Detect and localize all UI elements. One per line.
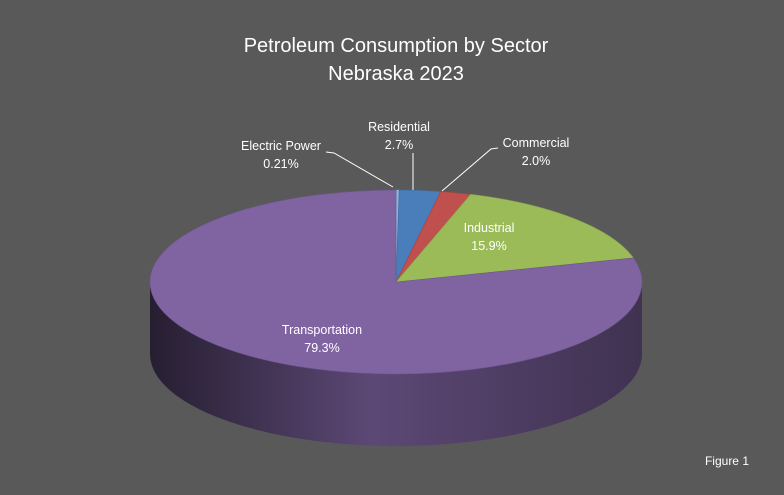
leader-lines bbox=[325, 147, 499, 192]
chart-subtitle: Nebraska 2023 bbox=[328, 63, 464, 85]
slice-label-name-transportation: Transportation bbox=[282, 323, 362, 337]
pie-sides bbox=[150, 282, 642, 446]
pie-top bbox=[149, 189, 643, 375]
slice-label-value-transportation: 79.3% bbox=[304, 341, 339, 355]
slice-label-name-industrial: Industrial bbox=[464, 221, 515, 235]
slice-transportation bbox=[149, 189, 643, 375]
leader-line-electric-power bbox=[325, 151, 394, 188]
slice-label-value-industrial: 15.9% bbox=[471, 239, 506, 253]
slice-labels: Electric Power 0.21% Residential 2.7% Commer… bbox=[241, 120, 569, 355]
slice-label-name-commercial: Commercial bbox=[503, 136, 570, 150]
chart-title: Petroleum Consumption by Sector bbox=[244, 35, 549, 57]
figure-label: Figure 1 bbox=[705, 454, 749, 468]
slice-label-name-residential: Residential bbox=[368, 120, 430, 134]
slice-label-value-residential: 2.7% bbox=[385, 138, 414, 152]
slice-industrial bbox=[395, 194, 634, 283]
slice-label-value-electric-power: 0.21% bbox=[263, 157, 298, 171]
slice-label-value-commercial: 2.0% bbox=[522, 154, 551, 168]
leader-line-commercial bbox=[441, 147, 499, 192]
slice-side-transportation bbox=[150, 282, 642, 446]
slice-label-name-electric-power: Electric Power bbox=[241, 139, 321, 153]
